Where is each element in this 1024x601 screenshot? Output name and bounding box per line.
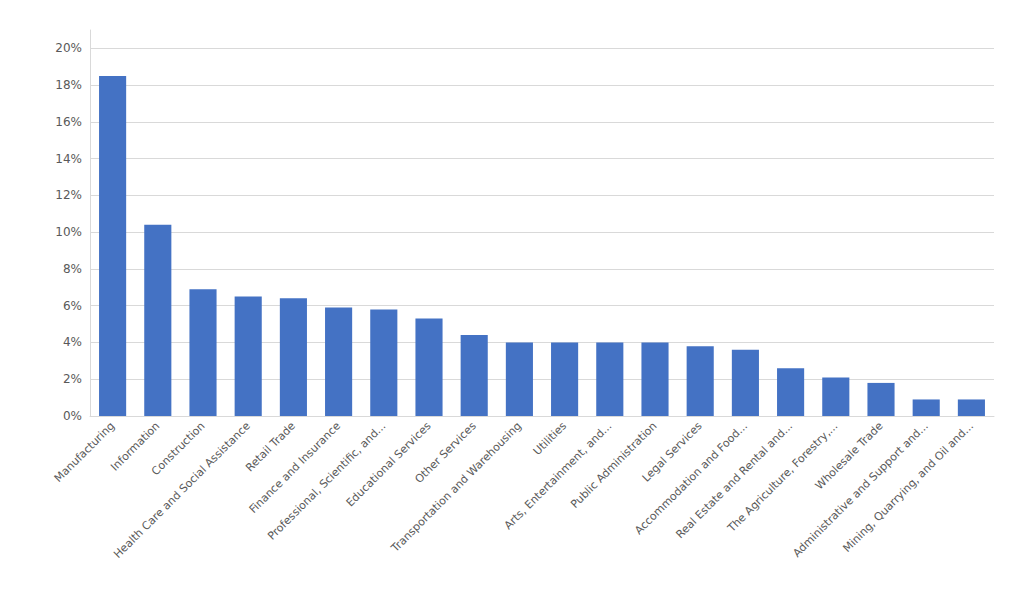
svg-text:Other Services: Other Services [412,419,479,486]
svg-text:Real Estate and Rental and...: Real Estate and Rental and... [673,419,796,542]
svg-text:16%: 16% [55,115,82,129]
svg-text:Professional, Scientific, and.: Professional, Scientific, and... [265,419,389,543]
svg-text:Finance and Insurance: Finance and Insurance [247,419,344,516]
svg-text:Educational Services: Educational Services [344,419,434,509]
svg-text:Construction: Construction [148,419,208,479]
svg-text:Utilities: Utilities [531,419,570,458]
svg-text:8%: 8% [63,262,82,276]
svg-text:Health Care and Social Assista: Health Care and Social Assistance [111,419,253,561]
svg-text:Transportation and Warehousing: Transportation and Warehousing [388,419,524,555]
svg-text:Information: Information [108,419,163,474]
svg-text:The Agriculture, Forestry,...: The Agriculture, Forestry,... [725,419,841,535]
svg-text:Legal Services: Legal Services [639,419,705,485]
svg-text:Public Administration: Public Administration [568,419,660,511]
svg-text:10%: 10% [55,225,82,239]
svg-text:20%: 20% [55,41,82,55]
svg-text:Arts, Entertainment, and...: Arts, Entertainment, and... [501,419,615,533]
svg-text:Retail Trade: Retail Trade [243,419,298,475]
svg-text:0%: 0% [63,409,82,423]
svg-text:Accommodation and Food...: Accommodation and Food... [632,419,750,538]
svg-text:4%: 4% [63,335,82,349]
svg-text:14%: 14% [55,152,82,166]
svg-text:18%: 18% [55,78,82,92]
svg-text:Administrative and Support and: Administrative and Support and... [790,419,931,560]
svg-text:Manufacturing: Manufacturing [52,419,117,484]
svg-text:12%: 12% [55,188,82,202]
svg-text:Wholesale Trade: Wholesale Trade [812,419,886,493]
svg-text:Mining, Quarrying, and Oil and: Mining, Quarrying, and Oil and... [840,419,976,555]
svg-text:6%: 6% [63,299,82,313]
svg-text:2%: 2% [63,372,82,386]
